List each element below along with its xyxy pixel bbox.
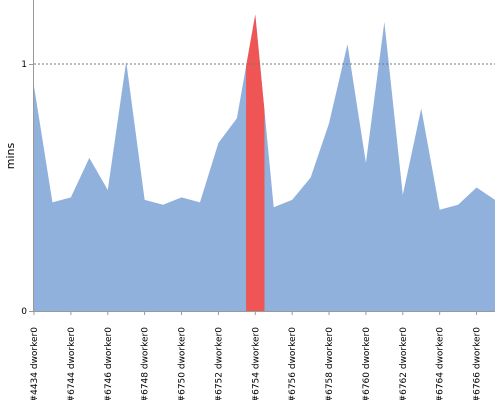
x-tick-label: #6750 dworker0 bbox=[178, 327, 188, 400]
axis-layer bbox=[33, 0, 495, 312]
x-tick-label: #6746 dworker0 bbox=[104, 327, 114, 400]
y-axis-label: mins bbox=[4, 142, 17, 169]
highlight-layer bbox=[246, 14, 265, 311]
y-tick-label: 0 bbox=[21, 307, 27, 317]
x-tick-label: #4434 dworker0 bbox=[30, 327, 40, 400]
x-tick-label: #6762 dworker0 bbox=[399, 327, 409, 400]
x-tick-label: #6744 dworker0 bbox=[67, 327, 77, 400]
x-tick-label: #6754 dworker0 bbox=[251, 327, 261, 400]
x-tick-label: #6748 dworker0 bbox=[141, 327, 151, 400]
x-tick-label: #6758 dworker0 bbox=[325, 327, 335, 400]
x-tick-layer: #4434 dworker0 #6744 dworker0 #6746 dworke… bbox=[30, 311, 483, 400]
x-tick-label: #6752 dworker0 bbox=[214, 327, 224, 400]
x-tick-label: #6756 dworker0 bbox=[288, 327, 298, 400]
x-tick-label: #6764 dworker0 bbox=[436, 327, 446, 400]
highlight-bar bbox=[246, 14, 265, 311]
y-tick-layer: 01 bbox=[21, 60, 33, 317]
y-tick-label: 1 bbox=[21, 60, 27, 70]
x-tick-label: #6766 dworker0 bbox=[473, 327, 483, 400]
x-tick-label: #6760 dworker0 bbox=[362, 327, 372, 400]
